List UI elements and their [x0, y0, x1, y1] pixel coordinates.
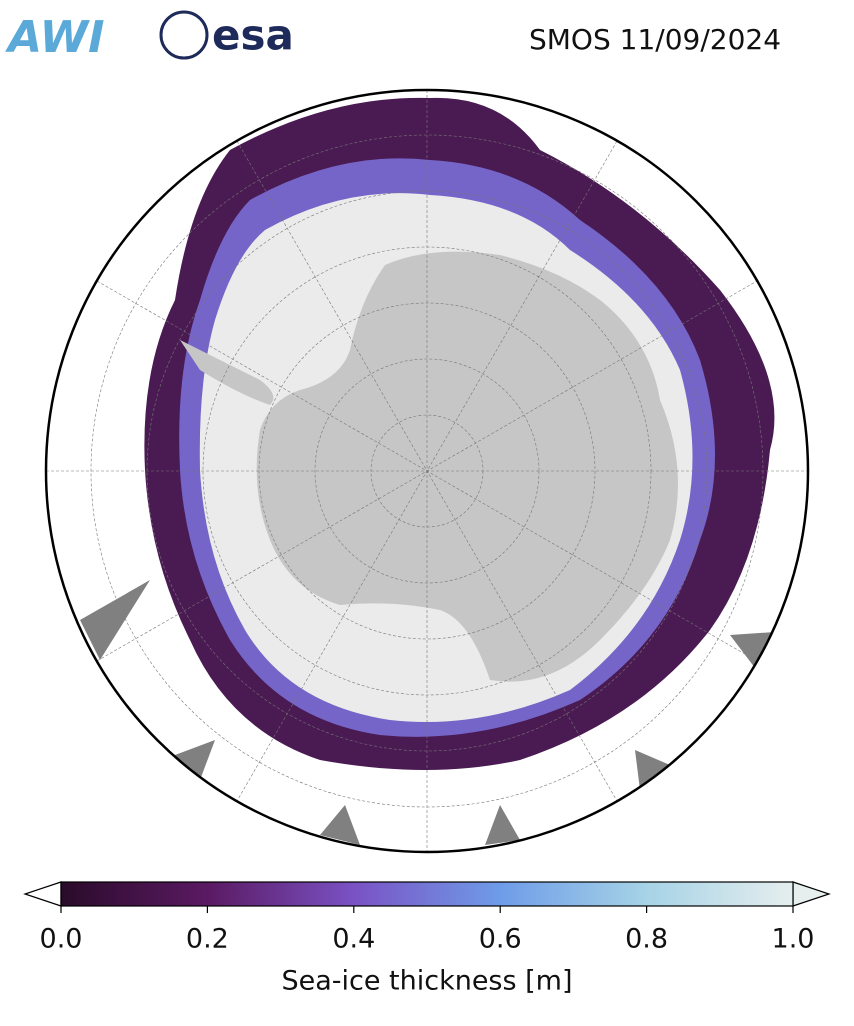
- esa-logo: esa: [212, 11, 294, 60]
- antarctica: [180, 251, 678, 682]
- colorbar-tick-label: 1.0: [772, 924, 815, 955]
- colorbar-label: Sea-ice thickness [m]: [281, 966, 572, 997]
- colorbar: [60, 881, 794, 907]
- colorbar-ticks: 0.0 0.2 0.4 0.6 0.8 1.0: [40, 906, 815, 955]
- colorbar-tick-label: 0.4: [332, 924, 375, 955]
- colorbar-tick-label: 0.2: [186, 924, 229, 955]
- esa-emblem: [159, 10, 209, 60]
- colorbar-tick-label: 0.0: [40, 924, 83, 955]
- colorbar-extend-low: [23, 881, 62, 907]
- map: [46, 90, 808, 852]
- awi-logo: AWI: [5, 12, 105, 63]
- title: SMOS 11/09/2024: [529, 23, 781, 56]
- map-frame: [44, 88, 810, 854]
- colorbar-extend-high: [792, 881, 831, 907]
- colorbar-tick-label: 0.8: [625, 924, 668, 955]
- colorbar-tick-label: 0.6: [479, 924, 522, 955]
